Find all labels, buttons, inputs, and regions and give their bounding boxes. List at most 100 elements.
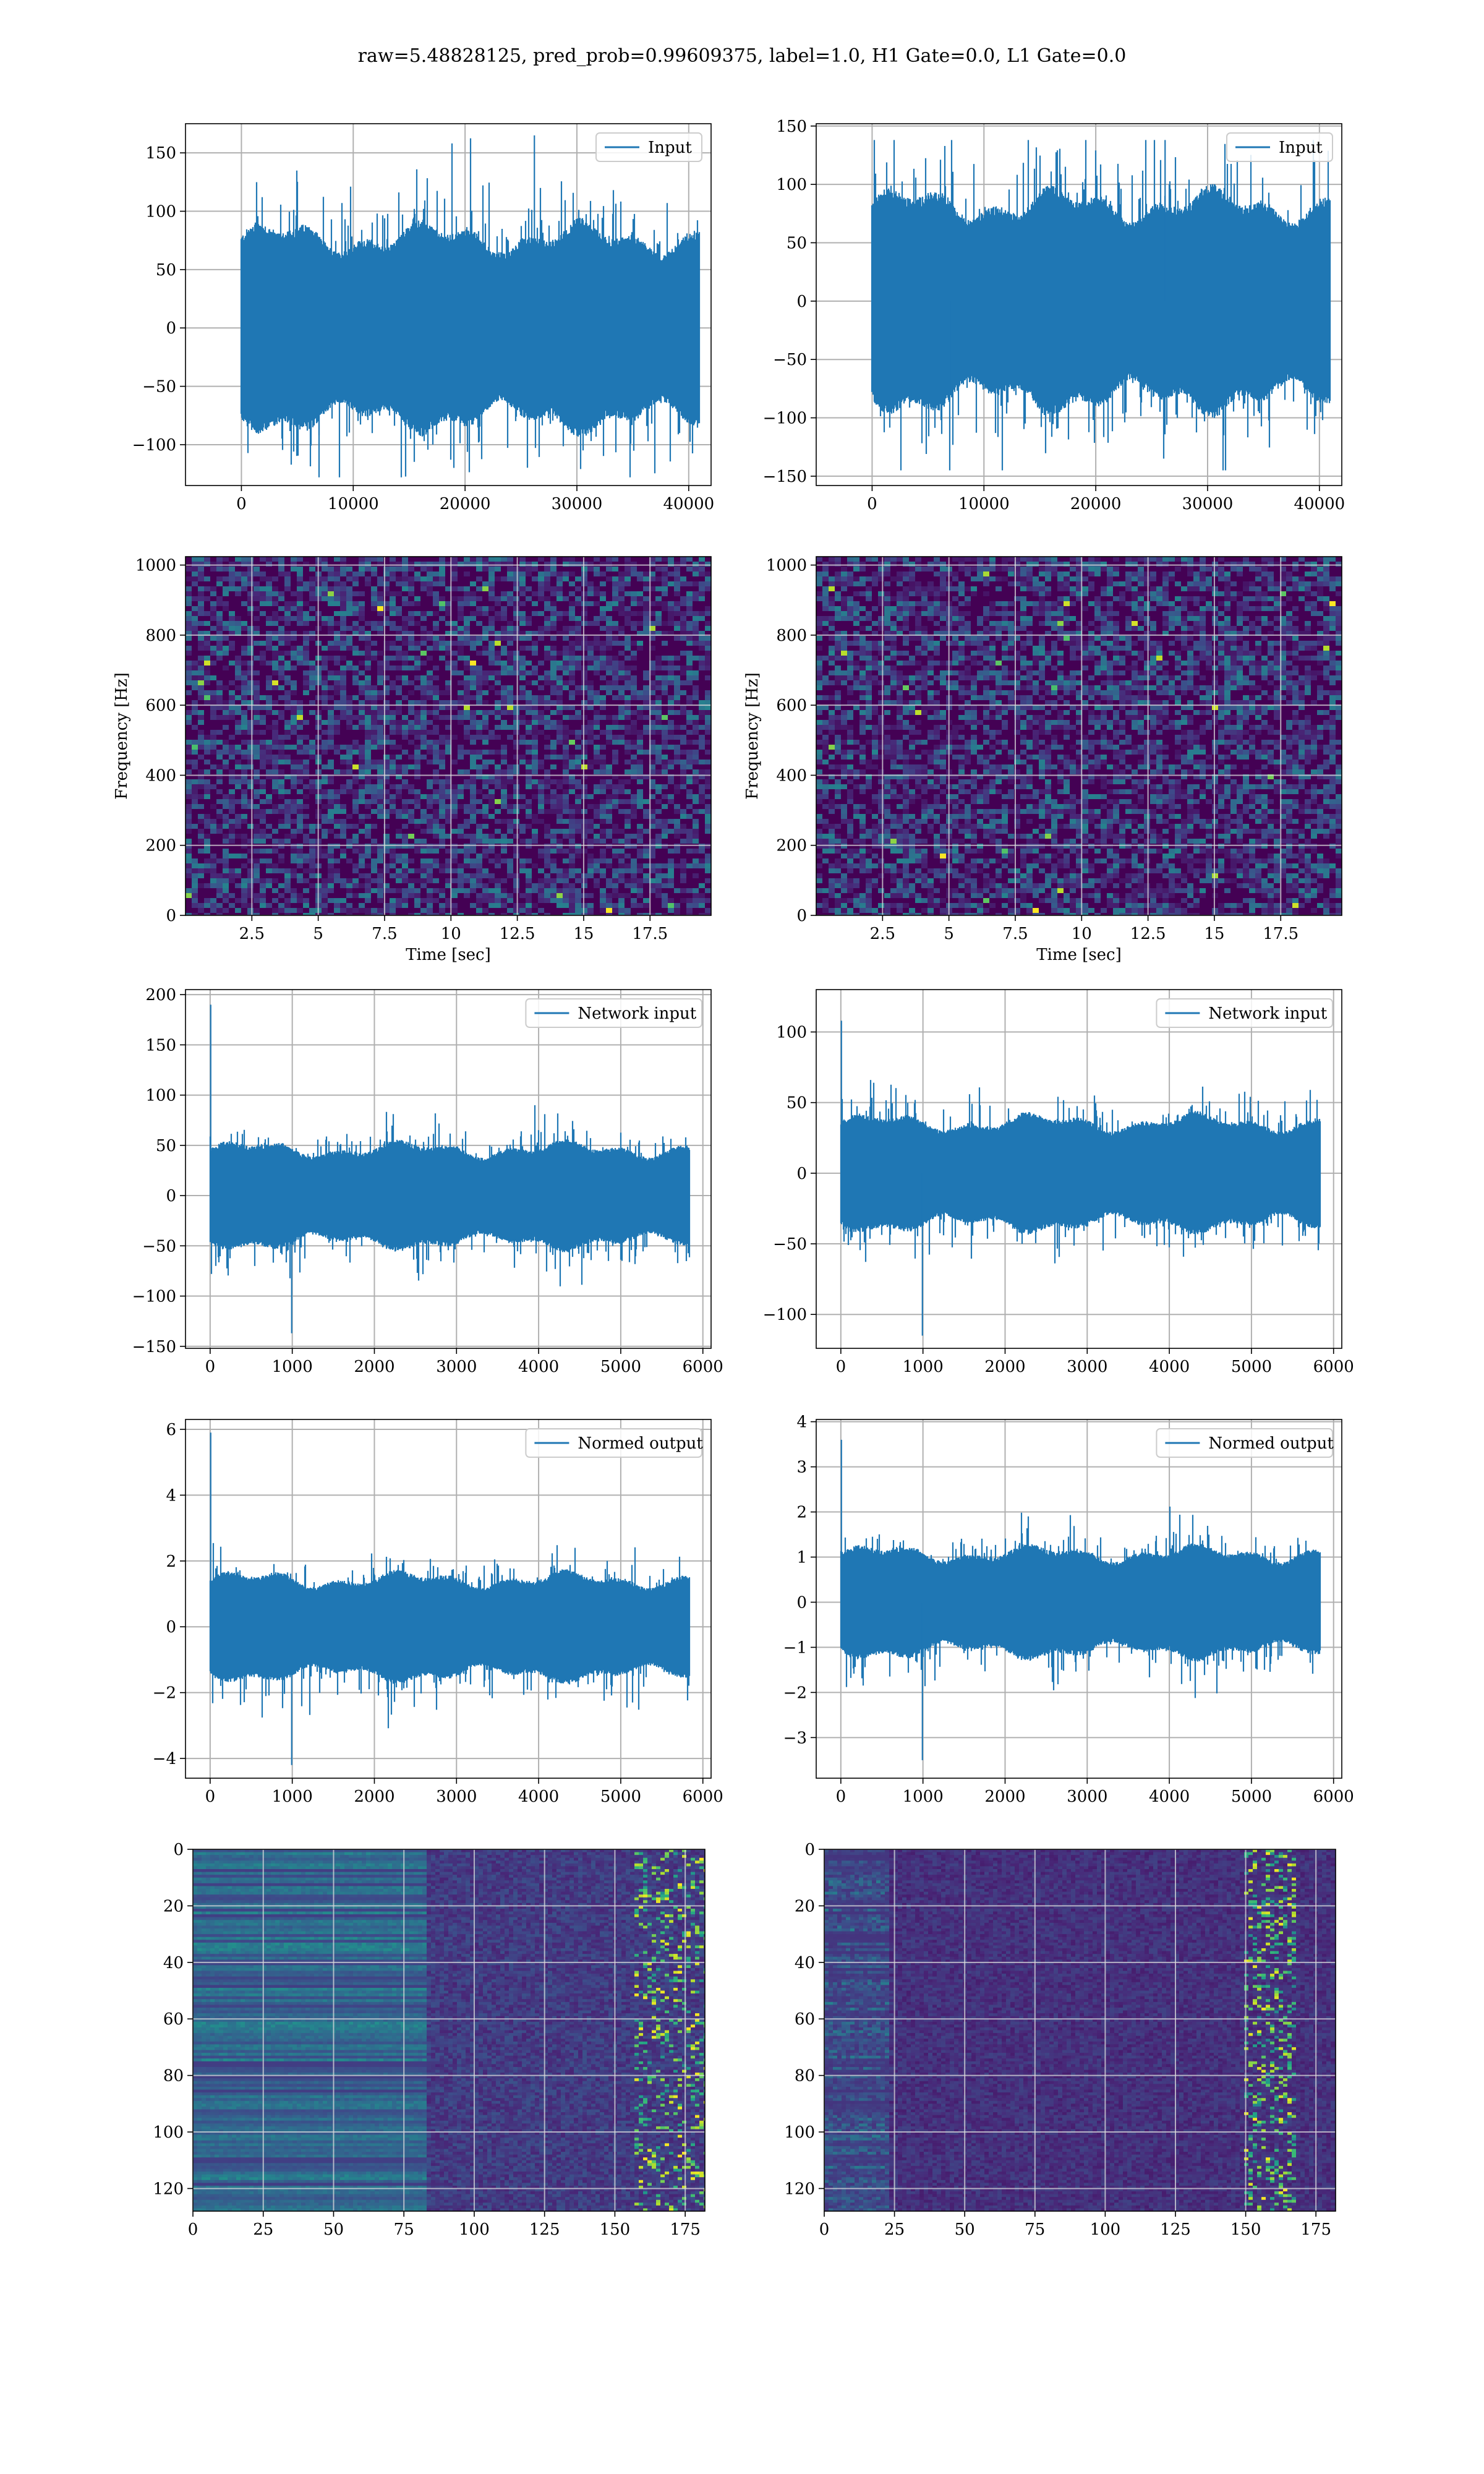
x-tick-label: 15 [573,925,594,943]
x-tick-label: 3000 [436,1358,477,1376]
legend-label: Network input [1208,1004,1327,1023]
x-tick-label: 0 [188,2220,198,2239]
features-l1-frame [824,1849,1336,2212]
x-tick-label: 25 [253,2220,273,2239]
input-h1-frame [185,123,712,486]
x-tick-label: 100 [459,2220,490,2239]
y-tick-label: 0 [804,1841,815,1859]
y-tick-label: −100 [763,1306,807,1324]
x-tick-label: 4000 [1149,1787,1190,1806]
input-h1-legend: Input [595,132,702,162]
x-tick-label: 175 [670,2220,701,2239]
panel-network-h1: 0 1000 2000 3000 4000 5000 6000 −150 −100 −50 0 50 1… [132,986,723,1376]
panel-normed-l1: 0 1000 2000 3000 4000 5000 6000 −3 −2 −1 0 1 2 3 4 Norm… [783,1413,1354,1806]
x-tick-label: 7.5 [1002,925,1028,943]
spec-h1-heatmap [186,557,711,915]
y-tick-label: −150 [763,468,807,486]
normed-l1-series-line [840,1439,1321,1760]
y-tick-label: 20 [795,1897,815,1915]
y-tick-label: 50 [156,261,176,280]
spec-l1-frame [816,556,1342,916]
x-tick-label: 12.5 [500,925,535,943]
y-tick-label: 6 [166,1421,176,1439]
y-tick-label: 200 [776,837,807,855]
y-tick-label: −150 [132,1338,176,1356]
y-tick-label: 1 [796,1549,807,1567]
features-h1-ticks: 0 25 50 75 100 125 150 175 0 20 40 60 80 100 120 [153,1841,701,2239]
x-tick-label: 125 [1160,2220,1191,2239]
network-l1-peaks [840,1021,923,1336]
network-l1-series-line [840,1021,1321,1336]
x-tick-label: 40000 [663,495,714,513]
legend-label: Normed output [1208,1434,1334,1453]
y-tick-label: 1000 [135,557,176,575]
y-tick-label: 100 [784,2123,815,2142]
x-tick-label: 175 [1300,2220,1331,2239]
input-l1-frame [816,123,1342,486]
normed-h1-series-line [209,1432,691,1765]
x-tick-label: 40000 [1294,495,1345,513]
y-tick-label: 50 [787,234,807,252]
y-tick-label: −50 [142,378,176,396]
y-tick-label: 2 [796,1504,807,1522]
y-tick-label: −100 [132,436,176,455]
features-h1-frame [192,1849,706,2212]
normed-h1-ticks: 0 1000 2000 3000 4000 5000 6000 −4 −2 0 2 4 6 [153,1421,723,1806]
x-tick-label: 30000 [1182,495,1234,513]
spec-l1-xlabel: Time [sec] [1036,946,1122,964]
y-tick-label: 120 [153,2180,184,2198]
y-tick-label: 40 [795,1954,815,1972]
y-tick-label: 150 [145,1036,176,1055]
y-tick-label: 80 [795,2067,815,2086]
x-tick-label: 2.5 [239,925,265,943]
normed-h1-peaks [210,1432,292,1765]
x-tick-label: 100 [1090,2220,1121,2239]
x-tick-label: 5 [944,925,954,943]
y-tick-label: 4 [166,1486,176,1505]
panel-features-h1: 0 25 50 75 100 125 150 175 0 20 40 60 80 100 120 [153,1841,706,2239]
y-tick-label: 3 [796,1458,807,1477]
normed-l1-legend: Normed output [1156,1428,1334,1458]
x-tick-label: 150 [1230,2220,1261,2239]
panel-network-l1: 0 1000 2000 3000 4000 5000 6000 −100 −50 0 50 100 Ne… [763,989,1354,1376]
y-tick-label: 100 [145,203,176,221]
panel-input-l1: 0 10000 20000 30000 40000 −150 −100 −50 0 50 100 15… [763,118,1345,513]
x-tick-label: 0 [867,495,877,513]
x-tick-label: 150 [600,2220,631,2239]
features-l1-ticks: 0 25 50 75 100 125 150 175 0 20 40 60 80 100 120 [784,1841,1331,2239]
panel-spec-h1: 2.5 5 7.5 10 12.5 15 17.5 0 200 400 600 800 1000 Time… [113,556,712,964]
x-tick-label: 0 [205,1787,216,1806]
y-tick-label: 600 [776,696,807,715]
x-tick-label: 50 [955,2220,975,2239]
features-h1-heatmap [193,1849,705,2211]
y-tick-label: −50 [773,351,807,369]
y-tick-label: 200 [145,837,176,855]
y-tick-label: −2 [153,1684,176,1703]
y-tick-label: 50 [787,1094,807,1113]
panel-spec-l1: 2.5 5 7.5 10 12.5 15 17.5 0 200 400 600 800 1000 Time… [743,556,1342,964]
x-tick-label: 12.5 [1130,925,1166,943]
panel-features-l1: 0 25 50 75 100 125 150 175 0 20 40 60 80 100 120 [784,1841,1336,2239]
y-tick-label: 0 [796,907,807,925]
normed-l1-ticks: 0 1000 2000 3000 4000 5000 6000 −3 −2 −1 0 1 2 3 4 [783,1413,1354,1806]
y-tick-label: 0 [796,1593,807,1612]
features-h1-grid [192,1849,705,2211]
legend-label: Normed output [578,1434,703,1453]
normed-l1-peaks [840,1439,923,1760]
y-tick-label: 0 [173,1841,184,1859]
y-tick-label: 1000 [766,557,807,575]
y-tick-label: 100 [776,176,807,194]
x-tick-label: 6000 [683,1787,723,1806]
y-tick-label: 200 [145,986,176,1004]
y-tick-label: 800 [145,627,176,645]
spec-l1-grid [816,557,1342,916]
y-tick-label: −1 [783,1638,807,1657]
x-tick-label: 17.5 [1263,925,1298,943]
y-tick-label: 800 [776,627,807,645]
network-h1-frame [185,989,712,1349]
y-tick-label: −50 [773,1235,807,1254]
spec-h1-ticks: 2.5 5 7.5 10 12.5 15 17.5 0 200 400 600 800 1000 [135,557,668,943]
y-tick-label: 60 [795,2010,815,2029]
